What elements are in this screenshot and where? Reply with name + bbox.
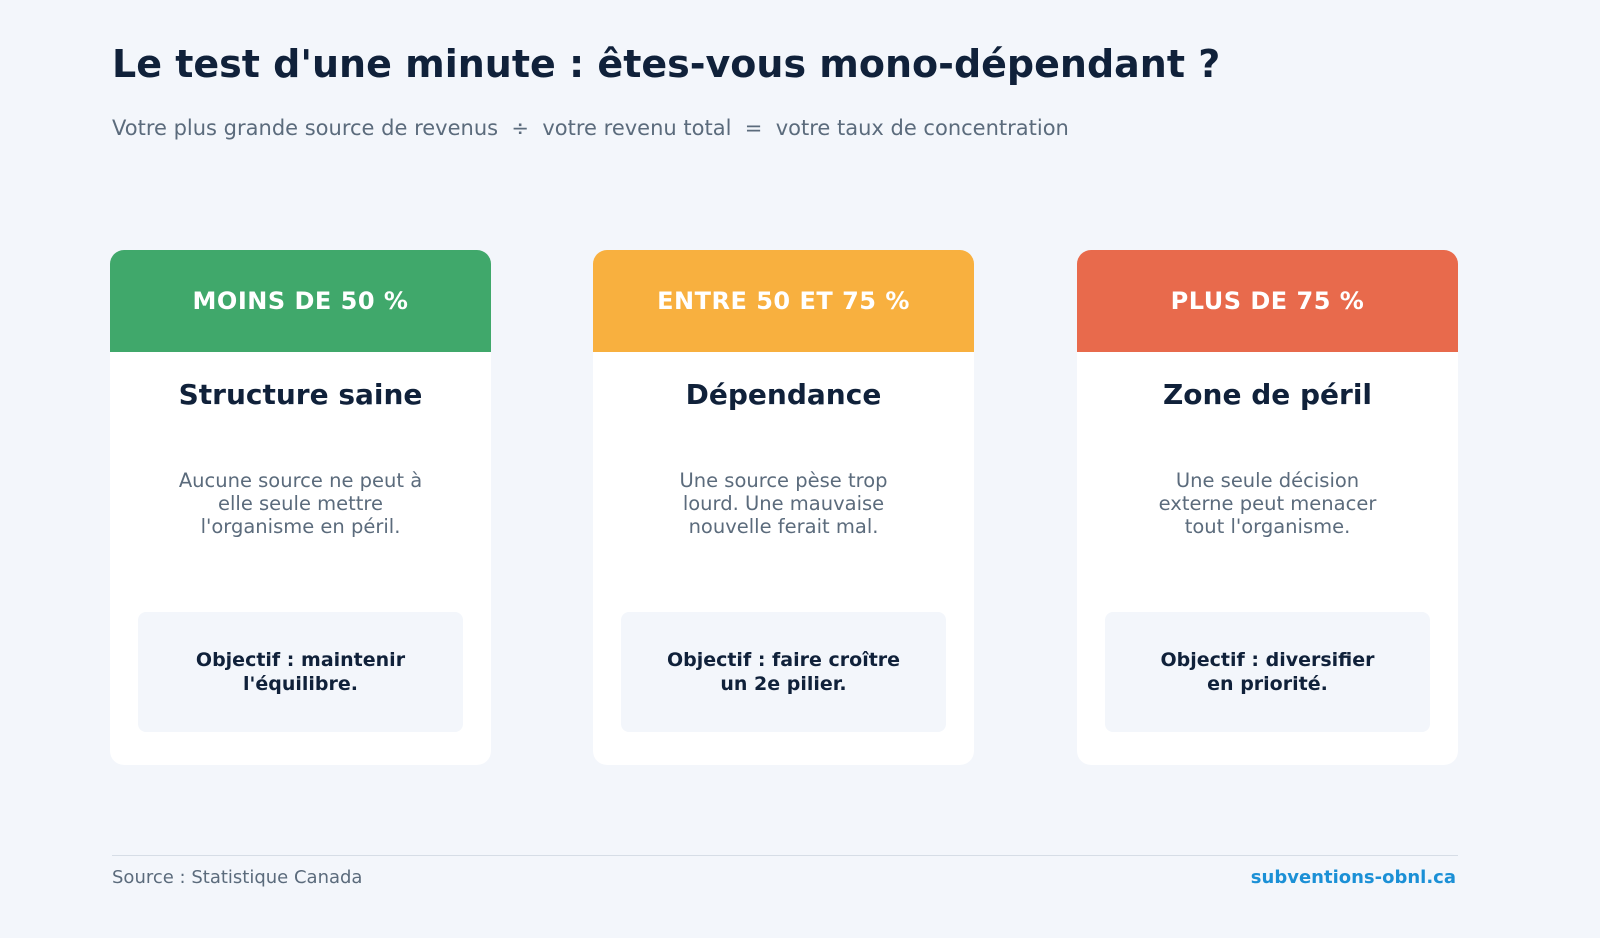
objective-box: Objectif : faire croître un 2e pilier. <box>621 612 946 732</box>
card-label: PLUS DE 75 % <box>1077 250 1458 352</box>
objective-text: Objectif : maintenir l'équilibre. <box>195 649 406 695</box>
objective-text: Objectif : faire croître un 2e pilier. <box>666 649 901 695</box>
card-title: Dépendance <box>685 378 882 411</box>
objective-box: Objectif : maintenir l'équilibre. <box>138 612 463 732</box>
site-link: subventions-obnl.ca <box>1250 867 1456 888</box>
source: Source : Statistique Canada <box>112 867 363 888</box>
card-title: Structure saine <box>178 378 423 411</box>
card: MOINS DE 50 % Structure saine Aucune sourc… <box>110 250 491 765</box>
card-description: Une source pèse trop lourd. Une mauvaise… <box>679 469 888 538</box>
page-title: Le test d'une minute : êtes-vous mono-dé… <box>112 42 1221 86</box>
card-description: Aucune source ne peut à elle seule mettr… <box>178 469 423 538</box>
footer-rule <box>112 855 1458 856</box>
card: PLUS DE 75 % Zone de péril Une seule décis… <box>1077 250 1458 765</box>
subtitle: Votre plus grande source de revenus ÷ vo… <box>112 116 1069 140</box>
card-label: MOINS DE 50 % <box>110 250 491 352</box>
objective-text: Objectif : diversifier en priorité. <box>1160 649 1375 695</box>
card: ENTRE 50 ET 75 % Dépendance Une source pès… <box>593 250 974 765</box>
card-label: ENTRE 50 ET 75 % <box>593 250 974 352</box>
card-title: Zone de péril <box>1162 378 1373 411</box>
objective-box: Objectif : diversifier en priorité. <box>1105 612 1430 732</box>
card-description: Une seule décision externe peut menacer … <box>1158 469 1377 538</box>
